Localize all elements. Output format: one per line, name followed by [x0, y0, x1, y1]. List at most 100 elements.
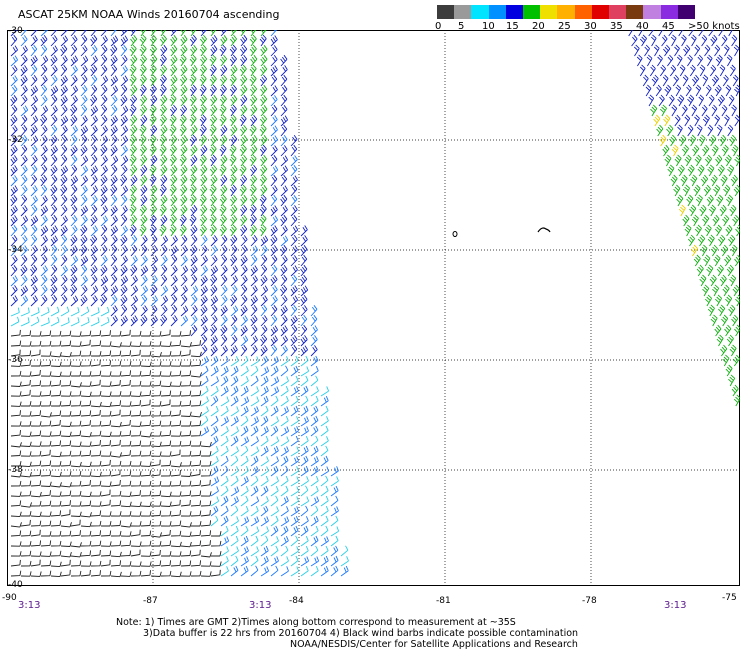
wind-barb	[50, 75, 58, 87]
wind-barb	[140, 255, 148, 267]
wind-barb	[90, 379, 101, 387]
wind-barb	[180, 460, 192, 467]
wind-barb	[130, 84, 138, 97]
wind-barb	[179, 114, 187, 127]
wind-barb	[702, 74, 709, 87]
wind-barb	[40, 540, 52, 547]
wind-barb	[219, 44, 227, 57]
wind-barb	[668, 30, 674, 37]
wind-barb	[60, 55, 68, 67]
wind-barb	[659, 104, 667, 117]
wind-barb	[60, 144, 68, 157]
wind-barb	[260, 405, 269, 417]
wind-barb	[219, 54, 228, 67]
wind-barb	[40, 307, 50, 317]
wind-barb	[682, 74, 689, 87]
wind-barb	[189, 184, 197, 197]
wind-barb	[170, 431, 182, 437]
wind-barb	[260, 485, 269, 497]
wind-barb	[10, 349, 21, 357]
wind-barb	[80, 441, 92, 447]
wind-barb	[50, 115, 58, 127]
wind-barb	[673, 184, 681, 197]
wind-barb	[31, 361, 42, 367]
wind-barb	[230, 406, 239, 417]
wind-barb	[40, 317, 50, 327]
wind-barb	[209, 124, 217, 137]
wind-barb	[189, 114, 197, 127]
wind-barb	[90, 74, 98, 87]
wind-barb	[270, 215, 278, 227]
wind-barb	[60, 391, 72, 397]
wind-barb	[140, 285, 148, 297]
wind-barb	[270, 565, 279, 577]
wind-barb	[100, 235, 108, 247]
wind-barb	[270, 145, 278, 157]
wind-barb	[210, 45, 218, 57]
wind-barb	[661, 34, 668, 47]
wind-barb	[150, 469, 161, 477]
wind-barb	[280, 165, 288, 177]
wind-barb	[650, 104, 658, 117]
legend-swatch	[609, 5, 627, 19]
wind-barb	[300, 476, 309, 487]
wind-barb	[129, 154, 137, 167]
wind-barb	[722, 74, 729, 87]
wind-barb	[120, 379, 131, 387]
wind-barb	[310, 466, 319, 477]
wind-barb	[219, 194, 227, 207]
wind-barb	[150, 184, 158, 197]
wind-barb	[60, 306, 70, 317]
wind-barb	[190, 351, 202, 358]
wind-barb	[50, 204, 58, 217]
wind-barb	[100, 145, 108, 157]
footnote-line: Note: 1) Times are GMT 2)Times along bot…	[116, 617, 516, 628]
wind-barb	[240, 74, 248, 87]
wind-barb	[210, 456, 219, 467]
wind-barb	[201, 451, 212, 457]
wind-barb	[90, 165, 98, 177]
wind-barb	[20, 307, 30, 317]
wind-barb	[697, 164, 705, 177]
wind-barb	[60, 569, 71, 577]
wind-barb	[230, 234, 238, 247]
lat-label: -30	[8, 26, 23, 36]
wind-barb	[10, 235, 18, 247]
wind-barb	[50, 45, 58, 57]
wind-barb	[681, 144, 689, 157]
wind-barb	[709, 64, 717, 77]
wind-barb	[100, 165, 108, 177]
wind-barb	[30, 145, 38, 157]
wind-barb	[160, 390, 172, 397]
wind-barb	[80, 30, 87, 37]
wind-barb	[70, 30, 77, 37]
wind-barb	[250, 386, 259, 397]
wind-barb	[260, 446, 269, 457]
wind-barb	[70, 164, 78, 177]
wind-barb	[70, 551, 82, 558]
wind-barb	[120, 95, 128, 107]
wind-barb	[190, 372, 203, 378]
wind-barb	[50, 451, 62, 458]
wind-barb	[330, 506, 339, 517]
wind-barb	[702, 144, 710, 157]
wind-barb	[670, 174, 678, 187]
wind-barb	[220, 556, 229, 567]
wind-barb	[250, 335, 258, 347]
wind-barb	[199, 134, 207, 147]
wind-barb	[60, 75, 68, 87]
wind-barb	[200, 54, 208, 67]
wind-barb	[717, 94, 725, 107]
wind-barb	[190, 155, 198, 167]
wind-barb	[240, 85, 248, 97]
wind-barb	[120, 105, 129, 117]
wind-barb	[220, 265, 228, 277]
wind-barb	[734, 154, 740, 167]
wind-barb	[80, 104, 88, 117]
wind-barb	[110, 225, 118, 237]
wind-barb	[200, 356, 209, 367]
wind-barb	[80, 317, 90, 327]
wind-barb	[80, 461, 92, 468]
wind-barb	[160, 529, 171, 537]
wind-barb	[180, 511, 192, 517]
